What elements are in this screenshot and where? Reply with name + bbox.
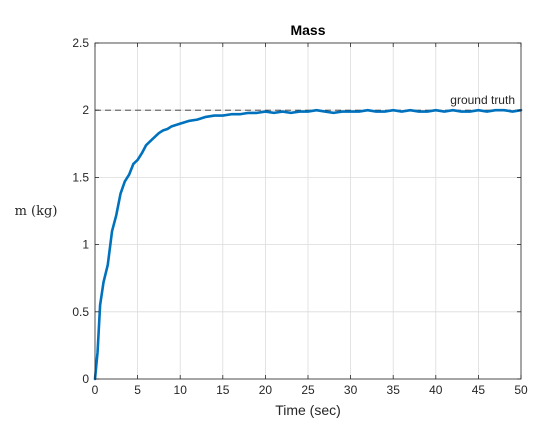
x-tick-label: 35 [387,383,401,397]
x-tick-label: 20 [259,383,273,397]
y-tick-label: 2.5 [72,36,89,50]
x-axis-ticks: 0 5 10 15 20 25 30 35 40 45 50 [92,43,528,397]
x-tick-label: 0 [92,383,99,397]
y-axis-label: m (kg) [15,204,58,219]
series-group [93,108,523,381]
ground-truth-label: ground truth [450,93,515,107]
y-axis-ticks: 0 0.5 1 1.5 2 2.5 [72,36,521,386]
y-tick-label: 0.5 [72,305,89,319]
x-tick-label: 10 [174,383,188,397]
x-tick-label: 5 [134,383,141,397]
x-tick-label: 25 [301,383,315,397]
x-axis-label: Time (sec) [275,402,341,418]
y-tick-label: 0 [82,372,89,386]
y-tick-label: 2 [82,103,89,117]
chart-title: Mass [290,22,325,38]
x-tick-label: 30 [344,383,358,397]
x-tick-label: 15 [216,383,230,397]
series-line [93,108,523,381]
y-tick-label: 1 [82,238,89,252]
y-tick-label: 1.5 [72,170,89,184]
x-tick-label: 50 [514,383,528,397]
x-tick-label: 45 [472,383,486,397]
x-tick-label: 40 [429,383,443,397]
